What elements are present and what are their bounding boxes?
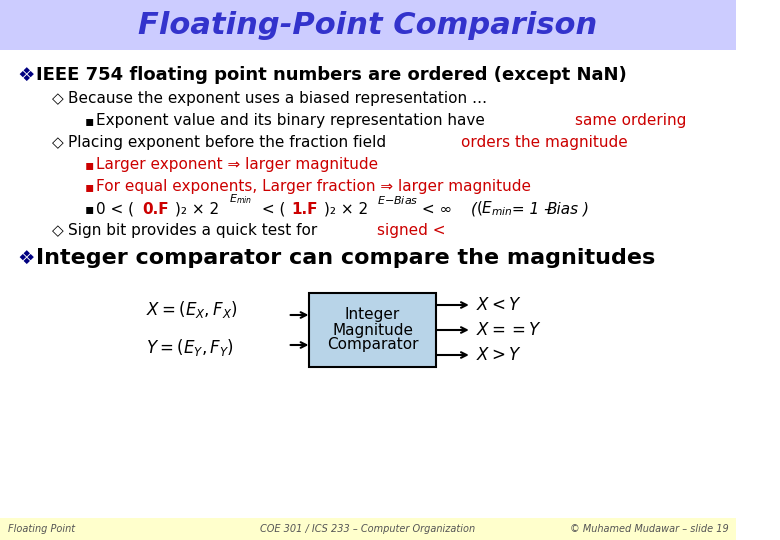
Text: $Y = (E_Y, F_Y)$: $Y = (E_Y, F_Y)$ bbox=[146, 336, 234, 357]
Text: Exponent value and its binary representation have: Exponent value and its binary representa… bbox=[96, 113, 490, 129]
Text: $X == Y$: $X == Y$ bbox=[477, 321, 543, 339]
Text: signed <: signed < bbox=[378, 224, 445, 239]
Text: same ordering: same ordering bbox=[576, 113, 687, 129]
Text: ◇: ◇ bbox=[52, 224, 64, 239]
Text: COE 301 / ICS 233 – Computer Organization: COE 301 / ICS 233 – Computer Organizatio… bbox=[261, 524, 476, 534]
Text: Comparator: Comparator bbox=[327, 338, 418, 353]
Text: Larger exponent ⇒ larger magnitude: Larger exponent ⇒ larger magnitude bbox=[96, 158, 378, 172]
Text: )₂ × 2: )₂ × 2 bbox=[175, 201, 219, 217]
Text: )₂ × 2: )₂ × 2 bbox=[324, 201, 368, 217]
FancyBboxPatch shape bbox=[0, 0, 736, 50]
Text: < ∞: < ∞ bbox=[417, 201, 452, 217]
Text: ▪: ▪ bbox=[85, 158, 94, 172]
Text: = 1 –: = 1 – bbox=[507, 201, 557, 217]
Text: ◇: ◇ bbox=[52, 91, 64, 106]
Text: For equal exponents, Larger fraction ⇒ larger magnitude: For equal exponents, Larger fraction ⇒ l… bbox=[96, 179, 531, 194]
Text: ❖: ❖ bbox=[17, 65, 34, 84]
Text: Floating-Point Comparison: Floating-Point Comparison bbox=[138, 10, 597, 39]
Text: $X > Y$: $X > Y$ bbox=[477, 346, 522, 364]
Text: IEEE 754 floating point numbers are ordered (except NaN): IEEE 754 floating point numbers are orde… bbox=[36, 66, 626, 84]
Text: ▪: ▪ bbox=[85, 202, 94, 216]
Text: Magnitude: Magnitude bbox=[332, 322, 413, 338]
Text: < (: < ( bbox=[257, 201, 285, 217]
FancyBboxPatch shape bbox=[310, 293, 436, 367]
Text: ❖: ❖ bbox=[17, 248, 34, 267]
Text: $X < Y$: $X < Y$ bbox=[477, 296, 522, 314]
Text: Bias: Bias bbox=[547, 201, 579, 217]
Text: 0.F: 0.F bbox=[143, 201, 169, 217]
Text: ◇: ◇ bbox=[52, 136, 64, 151]
Text: 0 < (: 0 < ( bbox=[96, 201, 134, 217]
Text: $X = (E_X, F_X)$: $X = (E_X, F_X)$ bbox=[146, 300, 238, 321]
Text: $E{-}Bias$: $E{-}Bias$ bbox=[378, 194, 419, 206]
Text: Sign bit provides a quick test for: Sign bit provides a quick test for bbox=[68, 224, 322, 239]
Text: $E_{min}$: $E_{min}$ bbox=[229, 192, 252, 206]
Text: ▪: ▪ bbox=[85, 114, 94, 128]
Text: orders the magnitude: orders the magnitude bbox=[461, 136, 628, 151]
Text: 1.F: 1.F bbox=[292, 201, 318, 217]
Text: Because the exponent uses a biased representation …: Because the exponent uses a biased repre… bbox=[68, 91, 487, 106]
Text: Integer comparator can compare the magnitudes: Integer comparator can compare the magni… bbox=[36, 248, 655, 268]
Text: (: ( bbox=[471, 201, 477, 217]
Text: Integer: Integer bbox=[345, 307, 400, 322]
Text: ▪: ▪ bbox=[85, 180, 94, 194]
Text: Floating Point: Floating Point bbox=[8, 524, 75, 534]
Text: © Muhamed Mudawar – slide 19: © Muhamed Mudawar – slide 19 bbox=[569, 524, 729, 534]
Text: ): ) bbox=[583, 201, 589, 217]
Text: $(E_{min}$: $(E_{min}$ bbox=[476, 200, 513, 218]
FancyBboxPatch shape bbox=[0, 518, 736, 540]
Text: Placing exponent before the fraction field: Placing exponent before the fraction fie… bbox=[68, 136, 391, 151]
